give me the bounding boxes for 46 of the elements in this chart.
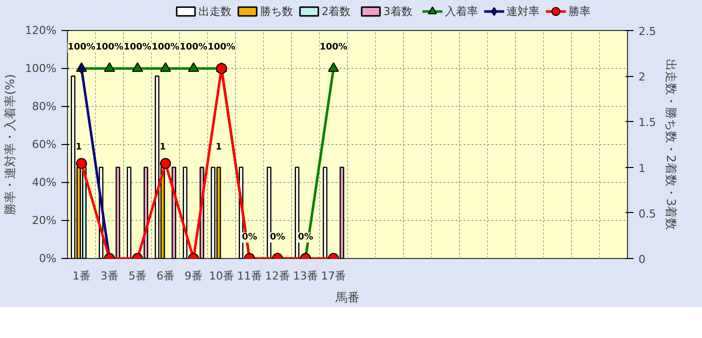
- x-tick-label: 5番: [128, 270, 146, 282]
- x-tick-label: 10番: [209, 270, 234, 282]
- data-label: 1: [76, 142, 82, 152]
- x-tick-label: 3番: [100, 270, 118, 282]
- legend-label: 連対率: [506, 5, 540, 18]
- x-tick-label: 1番: [72, 270, 90, 282]
- legend-label: 勝ち数: [260, 5, 293, 18]
- x-tick-label: 12番: [265, 270, 290, 282]
- x-tick-label: 6番: [156, 270, 174, 282]
- data-label: 0%: [242, 232, 258, 242]
- data-label: 100%: [68, 42, 96, 52]
- legend-label: 入着率: [445, 5, 478, 18]
- data-label: 1: [216, 142, 222, 152]
- x-tick-label: 9番: [184, 270, 202, 282]
- y-tick-label: 60%: [32, 138, 57, 151]
- y-tick-label: 100%: [25, 62, 57, 75]
- data-label: 0%: [270, 232, 286, 242]
- data-label: 100%: [96, 42, 124, 52]
- legend-label: 2着数: [322, 5, 351, 18]
- data-label: 1: [160, 142, 166, 152]
- x-tick-label: 17番: [321, 270, 346, 282]
- y2-tick-label: 2: [638, 70, 646, 84]
- legend-label: 3着数: [383, 5, 412, 18]
- y-tick-label: 20%: [32, 214, 57, 227]
- legend-label: 出走数: [198, 5, 232, 18]
- data-label: 100%: [208, 42, 236, 52]
- y-tick-label: 120%: [25, 24, 57, 37]
- data-label: 100%: [320, 42, 348, 52]
- x-axis-title: 馬番: [334, 290, 360, 304]
- y2-tick-label: 1: [638, 162, 646, 175]
- y2-axis-title: 出走数・勝ち数・2着数・3着数: [664, 58, 678, 230]
- y2-tick-label: 2.5: [638, 25, 656, 38]
- y-tick-label: 80%: [32, 100, 57, 113]
- data-label: 100%: [180, 42, 208, 52]
- y2-tick-label: 0: [638, 253, 646, 266]
- data-label: 0%: [298, 232, 314, 242]
- y2-tick-label: 0.5: [638, 207, 656, 220]
- x-tick-label: 13番: [293, 270, 318, 282]
- data-label: 100%: [152, 42, 180, 52]
- legend-label: 勝率: [568, 5, 590, 18]
- y-tick-label: 0%: [39, 252, 56, 265]
- y2-tick-label: 1.5: [638, 116, 656, 130]
- y-tick-label: 40%: [32, 176, 57, 189]
- y-axis-title: 勝率・連対率・入着率(%): [3, 74, 18, 215]
- data-label: 100%: [124, 42, 152, 52]
- x-tick-label: 11番: [237, 270, 262, 282]
